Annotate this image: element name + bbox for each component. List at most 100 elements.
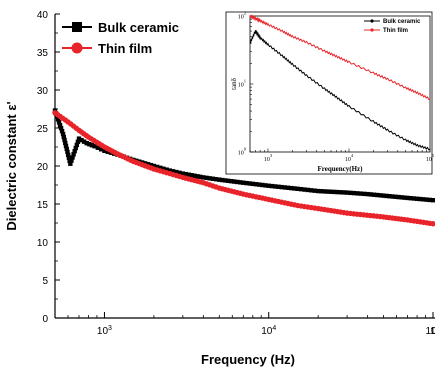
y-tick-label: 30 — [37, 86, 49, 97]
data-point — [351, 190, 357, 196]
inset-y-tick-label: 100 — [238, 147, 247, 157]
inset-x-tick-label-exp: 5 — [432, 153, 435, 158]
data-point — [390, 194, 395, 199]
x-tick-label-truncated: 10 — [430, 326, 435, 337]
data-point — [207, 176, 212, 181]
data-point — [63, 143, 69, 149]
data-point — [58, 125, 64, 131]
inset-chart: 102101100103104105Frequency(Hz)tanδBulk … — [225, 11, 435, 175]
data-point — [64, 146, 69, 152]
data-point — [399, 195, 404, 200]
data-point — [424, 197, 429, 202]
legend-marker — [71, 42, 83, 54]
data-point — [229, 179, 234, 184]
data-point — [102, 148, 107, 153]
data-point — [358, 191, 363, 196]
inset-y-tick-label-exp: 1 — [244, 79, 246, 84]
data-point — [189, 173, 194, 178]
data-point — [79, 137, 84, 143]
data-point — [292, 186, 297, 191]
data-point — [201, 175, 206, 180]
inset-y-tick-label: 101 — [238, 79, 246, 89]
data-point — [81, 139, 87, 144]
y-tick-label: 15 — [37, 200, 49, 211]
inset-x-tick-label: 104 — [345, 153, 354, 163]
data-point — [74, 142, 80, 148]
data-point — [70, 155, 75, 160]
data-point — [396, 194, 401, 200]
data-point — [315, 188, 321, 194]
inset-frame — [225, 11, 433, 175]
data-point — [62, 137, 67, 143]
data-point — [381, 193, 386, 198]
inset-y-tick-label-exp: 2 — [244, 11, 246, 16]
data-point — [378, 193, 383, 198]
x-axis-title: Frequency (Hz) — [201, 352, 295, 367]
inset-x-tick-label: 103 — [264, 153, 273, 163]
main-chart: 051015202530354010310410510Frequency (Hz… — [4, 10, 435, 367]
inset-series-thin-film — [249, 13, 431, 100]
data-point — [302, 187, 307, 192]
data-point — [223, 178, 228, 183]
inset-series-line — [249, 29, 431, 151]
data-point — [348, 190, 353, 196]
inset-y-axis-title: tanδ — [230, 77, 238, 90]
data-point — [68, 161, 73, 166]
data-point — [161, 166, 166, 171]
data-point — [418, 196, 423, 202]
data-point — [402, 195, 407, 200]
data-point — [338, 190, 343, 195]
inset-legend-item-thin-film: Thin film — [364, 28, 408, 34]
data-point — [89, 143, 95, 148]
data-point — [170, 169, 176, 174]
data-point — [164, 167, 169, 172]
data-point — [226, 178, 231, 184]
data-point — [204, 175, 209, 181]
data-point — [158, 165, 163, 171]
data-point — [174, 169, 179, 175]
legend-item-thin-film: Thin film — [62, 41, 152, 56]
inset-legend-item-bulk-ceramic: Bulk ceramic — [364, 19, 421, 25]
data-point — [368, 192, 374, 197]
x-tick-label: 104 — [261, 325, 276, 337]
data-point — [256, 182, 262, 187]
data-point — [167, 168, 173, 173]
data-point — [414, 196, 420, 201]
data-point — [344, 190, 350, 195]
inset-y-tick-label: 102 — [238, 11, 246, 21]
inset-x-axis-title: Frequency(Hz) — [318, 165, 364, 173]
data-point — [61, 134, 67, 140]
y-tick-label: 40 — [37, 10, 49, 21]
x-tick-label-exp: 4 — [272, 325, 276, 332]
y-tick-label: 35 — [37, 48, 49, 59]
data-point — [238, 180, 243, 185]
legend-marker — [72, 22, 82, 32]
data-point — [263, 183, 268, 188]
data-point — [84, 141, 89, 146]
y-tick-label: 25 — [37, 124, 49, 135]
inset-x-tick-label-base: 10 — [345, 157, 351, 163]
data-point — [59, 128, 65, 134]
data-point — [69, 158, 74, 163]
y-tick-label: 20 — [37, 162, 49, 173]
data-point — [198, 174, 203, 180]
inset-y-tick-label-base: 10 — [238, 83, 244, 89]
data-point — [322, 189, 327, 194]
data-point — [57, 123, 63, 128]
data-point — [260, 182, 265, 188]
data-point — [421, 197, 426, 202]
data-point — [154, 164, 160, 170]
data-point — [177, 170, 182, 176]
data-point — [335, 189, 340, 195]
data-point — [295, 186, 300, 191]
legend-label: Bulk ceramic — [98, 20, 179, 35]
x-tick-label-base: 10 — [425, 326, 435, 337]
inset-series-bulk-ceramic — [249, 29, 431, 151]
inset-x-tick-label-exp: 3 — [270, 153, 273, 158]
inset-legend-marker — [370, 19, 374, 23]
data-point — [328, 189, 334, 194]
data-point — [374, 192, 380, 198]
y-tick-label: 5 — [42, 276, 48, 287]
y-tick-label: 0 — [42, 314, 48, 325]
data-point — [411, 196, 417, 201]
